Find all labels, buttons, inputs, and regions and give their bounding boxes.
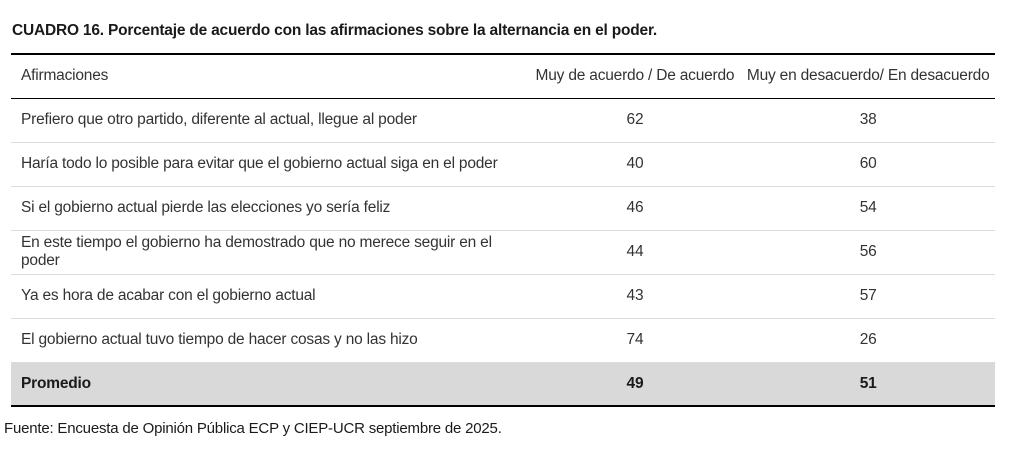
average-label: Promedio (11, 362, 529, 407)
table-row: Prefiero que otro partido, diferente al … (11, 98, 995, 143)
source-note: Fuente: Encuesta de Opinión Pública ECP … (4, 420, 502, 437)
agree-cell: 40 (528, 142, 742, 187)
agree-cell: 43 (528, 274, 742, 319)
average-agree: 49 (528, 362, 742, 407)
agree-cell: 44 (528, 230, 742, 275)
table-row: En este tiempo el gobierno ha demostrado… (11, 230, 995, 275)
disagree-cell: 60 (741, 142, 995, 187)
disagree-cell: 38 (741, 98, 995, 143)
statement-cell: El gobierno actual tuvo tiempo de hacer … (11, 318, 529, 363)
disagree-cell: 54 (741, 186, 995, 231)
header-disagree: Muy en desacuerdo/ En desacuerdo (741, 53, 995, 99)
table-row: Si el gobierno actual pierde las eleccio… (11, 186, 995, 231)
header-statements: Afirmaciones (11, 53, 529, 99)
disagree-cell: 26 (741, 318, 995, 363)
header-agree: Muy de acuerdo / De acuerdo (528, 53, 742, 99)
statement-cell: Haría todo lo posible para evitar que el… (11, 142, 529, 187)
average-disagree: 51 (741, 362, 995, 407)
agreement-table: Afirmaciones Muy de acuerdo / De acuerdo… (11, 53, 995, 407)
disagree-cell: 56 (741, 230, 995, 275)
agree-cell: 46 (528, 186, 742, 231)
agree-cell: 74 (528, 318, 742, 363)
statement-cell: Ya es hora de acabar con el gobierno act… (11, 274, 529, 319)
table-caption: CUADRO 16. Porcentaje de acuerdo con las… (12, 22, 658, 39)
statement-cell: En este tiempo el gobierno ha demostrado… (11, 230, 529, 275)
disagree-cell: 57 (741, 274, 995, 319)
table-header-row: Afirmaciones Muy de acuerdo / De acuerdo… (11, 53, 995, 99)
table-row: Haría todo lo posible para evitar que el… (11, 142, 995, 187)
table-row: Ya es hora de acabar con el gobierno act… (11, 274, 995, 319)
statement-cell: Prefiero que otro partido, diferente al … (11, 98, 529, 143)
statement-cell: Si el gobierno actual pierde las eleccio… (11, 186, 529, 231)
average-row: Promedio 49 51 (11, 362, 995, 407)
agree-cell: 62 (528, 98, 742, 143)
table-row: El gobierno actual tuvo tiempo de hacer … (11, 318, 995, 363)
